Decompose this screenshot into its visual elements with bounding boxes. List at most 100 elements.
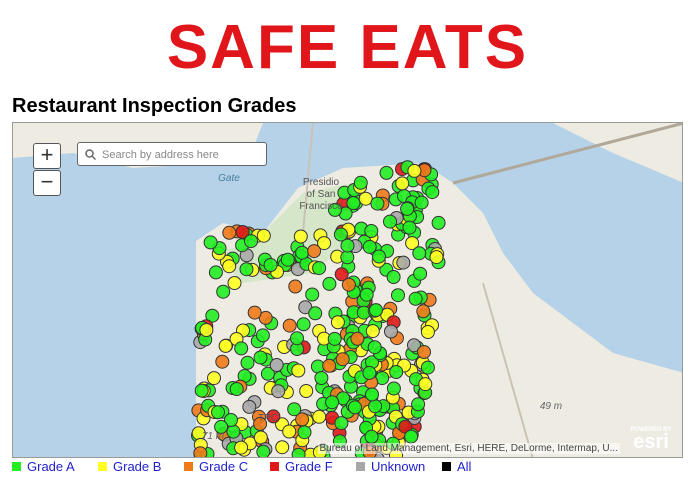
restaurant-marker[interactable] bbox=[247, 305, 262, 320]
restaurant-marker[interactable] bbox=[405, 236, 420, 251]
restaurant-marker[interactable] bbox=[413, 266, 428, 281]
legend-item[interactable]: Grade A bbox=[12, 459, 98, 474]
restaurant-marker[interactable] bbox=[317, 236, 332, 251]
restaurant-marker[interactable] bbox=[297, 425, 312, 440]
restaurant-marker[interactable] bbox=[234, 440, 249, 455]
restaurant-marker[interactable] bbox=[312, 409, 327, 424]
esri-badge[interactable]: POWERED BY esri bbox=[626, 427, 676, 452]
restaurant-marker[interactable] bbox=[350, 331, 365, 346]
restaurant-marker[interactable] bbox=[275, 440, 290, 455]
restaurant-marker[interactable] bbox=[255, 328, 270, 343]
restaurant-marker[interactable] bbox=[383, 214, 397, 229]
restaurant-marker[interactable] bbox=[207, 371, 221, 386]
restaurant-marker[interactable] bbox=[362, 365, 377, 380]
restaurant-marker[interactable] bbox=[211, 405, 225, 420]
restaurant-marker[interactable] bbox=[386, 270, 401, 284]
restaurant-marker[interactable] bbox=[341, 277, 356, 292]
restaurant-marker[interactable] bbox=[305, 287, 320, 302]
restaurant-marker[interactable] bbox=[194, 383, 209, 398]
restaurant-marker[interactable] bbox=[242, 399, 257, 414]
legend-item[interactable]: Grade C bbox=[184, 459, 270, 474]
restaurant-marker[interactable] bbox=[400, 201, 415, 216]
map[interactable]: Presidio of San Francisco Gate TPC 71 m 49 m +… bbox=[12, 122, 683, 458]
restaurant-marker[interactable] bbox=[391, 288, 405, 303]
restaurant-marker[interactable] bbox=[205, 308, 220, 323]
restaurant-marker[interactable] bbox=[340, 250, 355, 265]
restaurant-marker[interactable] bbox=[395, 176, 410, 191]
restaurant-marker[interactable] bbox=[271, 384, 286, 399]
restaurant-marker[interactable] bbox=[235, 225, 250, 239]
restaurant-marker[interactable] bbox=[234, 341, 249, 356]
restaurant-marker[interactable] bbox=[417, 345, 431, 359]
restaurant-marker[interactable] bbox=[253, 416, 268, 431]
restaurant-marker[interactable] bbox=[322, 358, 337, 373]
restaurant-marker[interactable] bbox=[312, 261, 327, 276]
restaurant-marker[interactable] bbox=[208, 265, 223, 280]
restaurant-marker[interactable] bbox=[269, 358, 284, 372]
restaurant-marker[interactable] bbox=[328, 202, 342, 217]
restaurant-marker[interactable] bbox=[416, 304, 431, 319]
restaurant-marker[interactable] bbox=[411, 397, 426, 412]
restaurant-marker[interactable] bbox=[244, 234, 258, 249]
restaurant-marker[interactable] bbox=[346, 196, 361, 211]
restaurant-marker[interactable] bbox=[293, 229, 308, 244]
restaurant-marker[interactable] bbox=[256, 228, 271, 243]
restaurant-marker[interactable] bbox=[282, 424, 297, 439]
restaurant-marker[interactable] bbox=[408, 291, 423, 306]
restaurant-marker[interactable] bbox=[365, 387, 379, 402]
legend-item[interactable]: Grade B bbox=[98, 459, 184, 474]
restaurant-marker[interactable] bbox=[291, 363, 306, 378]
legend-item[interactable]: All bbox=[442, 459, 528, 474]
restaurant-marker[interactable] bbox=[418, 377, 433, 392]
restaurant-marker[interactable] bbox=[215, 354, 230, 369]
restaurant-marker[interactable] bbox=[224, 413, 238, 427]
legend-item[interactable]: Unknown bbox=[356, 459, 442, 474]
restaurant-marker[interactable] bbox=[296, 317, 311, 332]
restaurant-marker[interactable] bbox=[299, 384, 314, 398]
restaurant-marker[interactable] bbox=[340, 238, 355, 253]
restaurant-marker[interactable] bbox=[229, 382, 244, 396]
restaurant-marker[interactable] bbox=[227, 276, 242, 290]
restaurant-marker[interactable] bbox=[282, 318, 297, 333]
restaurant-marker[interactable] bbox=[368, 399, 383, 414]
restaurant-marker[interactable] bbox=[260, 366, 275, 381]
restaurant-marker[interactable] bbox=[263, 258, 278, 272]
restaurant-marker[interactable] bbox=[291, 447, 306, 458]
restaurant-marker[interactable] bbox=[307, 244, 322, 259]
restaurant-marker[interactable] bbox=[199, 323, 214, 337]
restaurant-marker[interactable] bbox=[290, 331, 304, 346]
restaurant-marker[interactable] bbox=[358, 191, 373, 206]
restaurant-marker[interactable] bbox=[253, 350, 268, 365]
restaurant-marker[interactable] bbox=[193, 446, 208, 458]
restaurant-marker[interactable] bbox=[240, 355, 255, 370]
restaurant-marker[interactable] bbox=[327, 331, 342, 346]
restaurant-marker[interactable] bbox=[280, 252, 295, 267]
restaurant-marker[interactable] bbox=[384, 324, 398, 339]
restaurant-marker[interactable] bbox=[365, 324, 380, 339]
restaurant-marker[interactable] bbox=[372, 249, 386, 264]
restaurant-marker[interactable] bbox=[359, 287, 374, 302]
restaurant-marker[interactable] bbox=[412, 246, 427, 261]
restaurant-marker[interactable] bbox=[404, 429, 419, 444]
restaurant-marker[interactable] bbox=[367, 340, 382, 355]
restaurant-marker[interactable] bbox=[364, 224, 379, 238]
restaurant-marker[interactable] bbox=[226, 424, 241, 439]
restaurant-marker[interactable] bbox=[308, 306, 323, 321]
restaurant-marker[interactable] bbox=[402, 220, 417, 235]
restaurant-marker[interactable] bbox=[218, 338, 233, 353]
restaurant-marker[interactable] bbox=[420, 360, 435, 375]
restaurant-marker[interactable] bbox=[364, 429, 379, 444]
restaurant-marker[interactable] bbox=[407, 338, 421, 353]
restaurant-marker[interactable] bbox=[379, 165, 394, 180]
restaurant-marker[interactable] bbox=[330, 315, 345, 330]
restaurant-marker[interactable] bbox=[335, 352, 350, 367]
restaurant-marker[interactable] bbox=[429, 250, 444, 265]
restaurant-marker[interactable] bbox=[314, 371, 329, 385]
restaurant-marker[interactable] bbox=[420, 325, 435, 339]
restaurant-marker[interactable] bbox=[386, 381, 401, 396]
restaurant-marker[interactable] bbox=[348, 400, 362, 415]
restaurant-marker[interactable] bbox=[325, 395, 340, 410]
restaurant-marker[interactable] bbox=[334, 416, 349, 431]
restaurant-marker[interactable] bbox=[253, 430, 268, 445]
restaurant-marker[interactable] bbox=[203, 235, 218, 250]
